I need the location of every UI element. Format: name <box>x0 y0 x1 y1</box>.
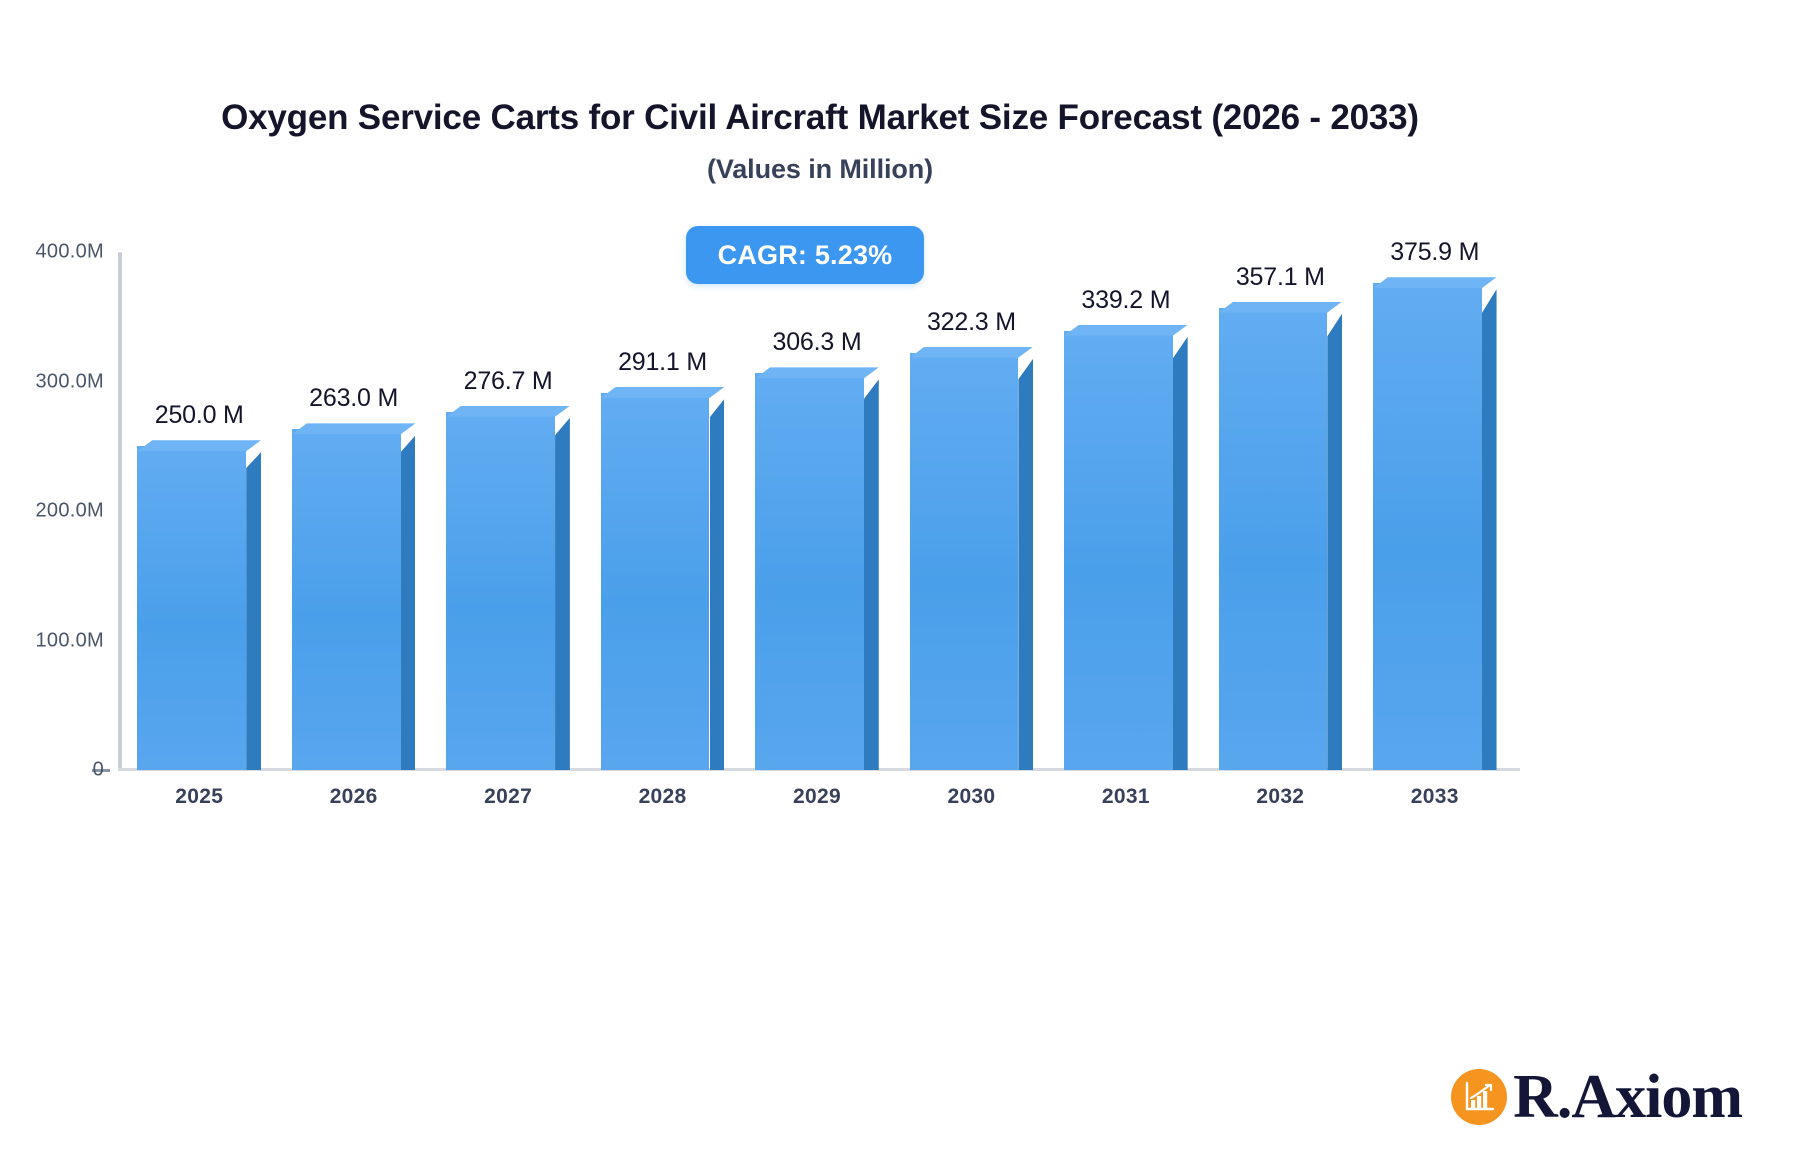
x-tick-label: 2028 <box>638 785 687 808</box>
y-tick-label: 100.0M <box>35 629 104 651</box>
bar-front-face <box>291 429 401 770</box>
bar-side-face <box>1481 289 1497 770</box>
bar-front-face <box>446 411 556 770</box>
bar-top-face <box>291 423 416 435</box>
bar-front-face <box>600 393 710 770</box>
bar-value-label: 250.0 M <box>154 401 244 430</box>
bar-side-face <box>863 379 879 770</box>
x-axis-tick-labels: 2025 2026 2027 2028 2029 2030 2031 2032 2033 <box>122 785 1512 825</box>
bar-chart-growth-icon <box>1451 1069 1508 1125</box>
brand-logo: R.Axiom <box>1451 1063 1743 1131</box>
y-tick-label: 0 <box>92 758 104 781</box>
bar-top-face <box>755 367 879 379</box>
bar-column[interactable]: 306.3 M <box>755 252 879 770</box>
bar-front-face <box>1218 307 1328 770</box>
x-tick-label: 2030 <box>947 785 996 808</box>
bar-side-face <box>1018 358 1034 770</box>
logo-text: R.Axiom <box>1513 1063 1743 1131</box>
bar-front-face <box>1064 330 1173 770</box>
bar-shape <box>446 405 570 770</box>
bar-shape <box>755 367 879 770</box>
bar-side-face <box>246 452 261 770</box>
bar-side-face <box>1327 313 1343 770</box>
x-tick-label: 2032 <box>1256 785 1305 808</box>
bar-top-face <box>1373 277 1497 289</box>
bar-front-face <box>755 373 864 770</box>
bar-column[interactable]: 291.1 M <box>600 252 725 770</box>
bar-shape <box>1218 301 1343 770</box>
bar-top-face <box>1064 324 1188 336</box>
bar-column[interactable]: 357.1 M <box>1218 252 1343 770</box>
bar-value-label: 375.9 M <box>1390 238 1480 267</box>
bar-top-face <box>909 346 1034 358</box>
bar-shape <box>1064 324 1188 770</box>
bar-side-face <box>555 417 570 770</box>
bar-value-label: 263.0 M <box>309 384 399 413</box>
bar-side-face <box>400 435 416 770</box>
y-axis-line <box>118 252 122 770</box>
x-tick-label: 2033 <box>1410 785 1459 808</box>
y-tick-label: 300.0M <box>35 370 104 392</box>
bar-shape <box>291 423 416 770</box>
bar-value-label: 357.1 M <box>1235 262 1325 291</box>
y-tick-label: 200.0M <box>35 499 104 522</box>
bar-value-label: 291.1 M <box>618 348 707 377</box>
y-axis-tick-labels: 0 100.0M 200.0M 300.0M 400.0M <box>0 241 104 781</box>
bar-shape <box>600 387 725 770</box>
bar-side-face <box>1172 336 1188 770</box>
bar-column[interactable]: 375.9 M <box>1373 238 1497 770</box>
cagr-badge: CAGR: 5.23% <box>686 226 924 284</box>
bar-top-face <box>137 440 261 452</box>
bar-column[interactable]: 263.0 M <box>291 252 416 770</box>
x-tick-label: 2029 <box>793 785 841 808</box>
title-block: Oxygen Service Carts for Civil Aircraft … <box>0 96 1640 185</box>
bar-value-label: 322.3 M <box>926 307 1016 336</box>
bar-side-face <box>709 399 725 770</box>
y-tick-label: 400.0M <box>35 240 104 263</box>
bar-top-face <box>446 405 570 417</box>
bar-series: 250.0 M 263.0 M 276.7 M 291.1 M 306.3 M 322.3… <box>122 238 1512 770</box>
bar-column[interactable]: 322.3 M <box>909 252 1034 770</box>
bar-front-face <box>1373 283 1482 770</box>
bar-shape <box>909 346 1034 770</box>
bar-value-label: 306.3 M <box>772 328 862 357</box>
bar-shape <box>1373 277 1497 770</box>
page-title: Oxygen Service Carts for Civil Aircraft … <box>221 98 1419 137</box>
bar-column[interactable]: 250.0 M <box>137 252 261 770</box>
bar-front-face <box>909 352 1019 770</box>
chart-subtitle: (Values in Million) <box>706 153 934 184</box>
y-axis-zero-tick <box>92 769 110 772</box>
x-tick-label: 2026 <box>329 785 378 808</box>
bar-column[interactable]: 339.2 M <box>1064 252 1188 770</box>
x-tick-label: 2025 <box>175 785 224 808</box>
bar-value-label: 276.7 M <box>463 366 553 395</box>
bar-top-face <box>600 387 725 399</box>
bar-top-face <box>1218 301 1343 313</box>
x-tick-label: 2027 <box>484 785 533 808</box>
bar-value-label: 339.2 M <box>1081 285 1171 314</box>
x-tick-label: 2031 <box>1101 785 1150 808</box>
bar-shape <box>137 440 261 770</box>
bar-column[interactable]: 276.7 M <box>446 252 570 770</box>
bar-front-face <box>137 446 247 770</box>
